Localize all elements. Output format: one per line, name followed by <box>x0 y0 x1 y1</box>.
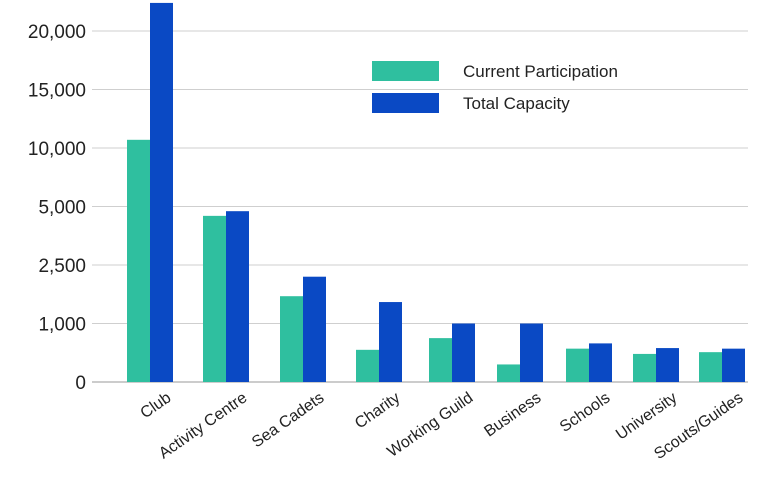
bar-current-participation <box>356 349 379 382</box>
y-tick-label: 0 <box>75 373 86 394</box>
bar-current-participation <box>280 296 303 382</box>
bar-total-capacity <box>589 343 612 382</box>
x-tick-label: Charity <box>352 389 403 432</box>
y-tick-label: 15,000 <box>28 81 86 102</box>
bar-total-capacity <box>722 348 745 382</box>
bar-current-participation <box>203 215 226 382</box>
bar-total-capacity <box>150 2 173 382</box>
x-tick-label: Sea Cadets <box>249 389 327 451</box>
y-tick-label: 10,000 <box>28 139 86 160</box>
x-tick-label: Club <box>138 389 175 422</box>
legend-swatch <box>372 93 439 113</box>
bar-current-participation <box>497 364 520 382</box>
bar-total-capacity <box>520 323 543 382</box>
bar-current-participation <box>699 352 722 382</box>
bar-current-participation <box>633 353 656 382</box>
bar-total-capacity <box>226 211 249 382</box>
y-tick-label: 2,500 <box>38 256 86 277</box>
bar-total-capacity <box>452 323 475 382</box>
y-tick-label: 1,000 <box>38 315 86 336</box>
x-tick-label: Schools <box>557 389 613 436</box>
bar-current-participation <box>127 139 150 382</box>
y-tick-label: 5,000 <box>38 198 86 219</box>
bar-total-capacity <box>379 302 402 382</box>
legend-label: Total Capacity <box>463 94 570 113</box>
bar-total-capacity <box>303 276 326 382</box>
bar-total-capacity <box>656 348 679 382</box>
legend-label: Current Participation <box>463 62 618 81</box>
x-tick-label: Business <box>481 389 544 440</box>
legend-swatch <box>372 61 439 81</box>
bar-current-participation <box>429 338 452 382</box>
bar-current-participation <box>566 348 589 382</box>
y-tick-label: 20,000 <box>28 22 86 43</box>
